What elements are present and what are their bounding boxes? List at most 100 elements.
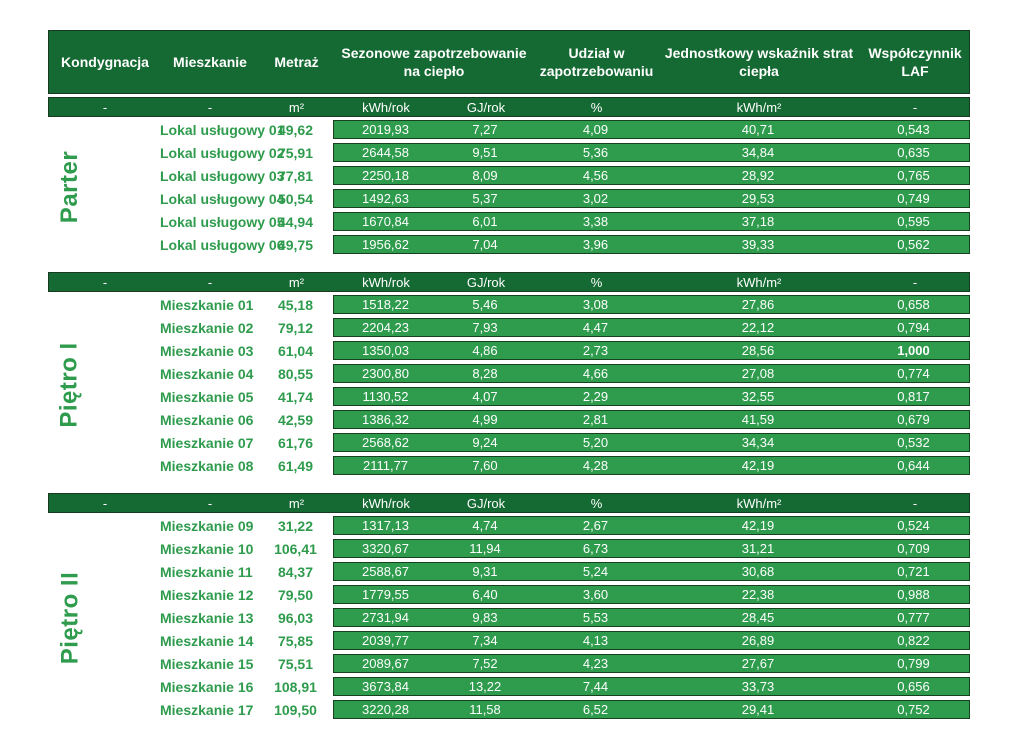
laf-coefficient-cell: 0,709 (897, 541, 930, 556)
table-row: Mieszkanie 11 84,37 2588,67 9,31 5,24 30… (48, 562, 970, 581)
table-row: Lokal usługowy 06 49,75 1956,62 7,04 3,9… (48, 235, 970, 254)
area-cell: 80,55 (277, 365, 314, 382)
table-row: Mieszkanie 04 80,55 2300,80 8,28 4,66 27… (48, 364, 970, 383)
heat-loss-index-cell: 28,45 (741, 610, 775, 625)
unit-cell: % (590, 274, 603, 290)
laf-coefficient-cell: 0,749 (897, 191, 930, 206)
kwh-per-year-cell: 1518,22 (362, 297, 409, 312)
heat-loss-index-cell: 42,19 (741, 518, 775, 533)
laf-coefficient-cell: 0,774 (897, 366, 930, 381)
row-data-bar: 2039,77 7,34 4,13 26,89 0,822 (333, 631, 970, 650)
unit-cell: - (102, 495, 108, 511)
area-cell: 61,04 (277, 342, 314, 359)
table-row: Mieszkanie 10 106,41 3320,67 11,94 6,73 … (48, 539, 970, 558)
unit-name-cell: Mieszkanie 04 (160, 365, 254, 382)
laf-coefficient-cell: 0,562 (897, 237, 930, 252)
table-row: Mieszkanie 01 45,18 1518,22 5,46 3,08 27… (48, 295, 970, 314)
row-data-bar: 1670,84 6,01 3,38 37,18 0,595 (333, 212, 970, 231)
table-row: Mieszkanie 13 96,03 2731,94 9,83 5,53 28… (48, 608, 970, 627)
gj-per-year-cell: 11,94 (469, 541, 501, 556)
gj-per-year-cell: 7,04 (472, 237, 498, 252)
heat-loss-index-cell: 29,53 (741, 191, 775, 206)
kwh-per-year-cell: 3220,28 (362, 702, 409, 717)
row-data-bar: 2019,93 7,27 4,09 40,71 0,543 (333, 120, 970, 139)
unit-cell: - (207, 274, 213, 290)
unit-cell: - (207, 495, 213, 511)
row-data-bar: 1492,63 5,37 3,02 29,53 0,749 (333, 189, 970, 208)
table-row: Lokal usługowy 02 75,91 2644,58 9,51 5,3… (48, 143, 970, 162)
row-data-bar: 1518,22 5,46 3,08 27,86 0,658 (333, 295, 970, 314)
heat-loss-index-cell: 27,08 (741, 366, 775, 381)
laf-coefficient-cell: 0,794 (897, 320, 930, 335)
laf-coefficient-cell: 0,817 (897, 389, 930, 404)
gj-per-year-cell: 9,51 (472, 145, 498, 160)
table-row: Lokal usługowy 04 50,54 1492,63 5,37 3,0… (48, 189, 970, 208)
unit-cell: - (102, 99, 108, 115)
demand-share-cell: 5,20 (582, 435, 609, 450)
header-kondygnacja: Kondygnacja (61, 53, 149, 70)
row-data-bar: 1317,13 4,74 2,67 42,19 0,524 (333, 516, 970, 535)
gj-per-year-cell: 4,86 (472, 343, 498, 358)
kwh-per-year-cell: 1130,52 (362, 389, 409, 404)
kwh-per-year-cell: 3320,67 (362, 541, 409, 556)
floor-section: - - m² kWh/rok GJ/rok % kWh/m² - Parter … (48, 97, 970, 254)
header-sezonowe-zapotrzebowanie: Sezonowe zapotrzebowanie na ciepło (341, 44, 527, 79)
area-cell: 75,51 (277, 655, 314, 672)
table-row: Mieszkanie 07 61,76 2568,62 9,24 5,20 34… (48, 433, 970, 452)
unit-cell: - (912, 274, 918, 290)
unit-name-cell: Mieszkanie 06 (160, 411, 254, 428)
laf-coefficient-cell: 0,988 (897, 587, 930, 602)
demand-share-cell: 5,53 (582, 610, 609, 625)
gj-per-year-cell: 5,37 (472, 191, 498, 206)
unit-cell: kWh/m² (736, 274, 782, 290)
kwh-per-year-cell: 2111,77 (362, 458, 409, 473)
unit-name-cell: Lokal usługowy 05 (160, 213, 285, 230)
row-data-bar: 1130,52 4,07 2,29 32,55 0,817 (333, 387, 970, 406)
laf-coefficient-cell: 1,000 (897, 343, 930, 358)
laf-coefficient-cell: 0,658 (897, 297, 930, 312)
table-row: Mieszkanie 14 75,85 2039,77 7,34 4,13 26… (48, 631, 970, 650)
gj-per-year-cell: 9,24 (472, 435, 498, 450)
row-data-bar: 1386,32 4,99 2,81 41,59 0,679 (333, 410, 970, 429)
row-data-bar: 2644,58 9,51 5,36 34,84 0,635 (333, 143, 970, 162)
unit-cell: GJ/rok (466, 99, 506, 115)
heat-loss-index-cell: 34,34 (741, 435, 775, 450)
table-row: Mieszkanie 15 75,51 2089,67 7,52 4,23 27… (48, 654, 970, 673)
unit-cell: m² (288, 99, 305, 115)
header-metraz: Metraż (274, 53, 319, 70)
table-row: Mieszkanie 08 61,49 2111,77 7,60 4,28 42… (48, 456, 970, 475)
row-data-bar: 2568,62 9,24 5,20 34,34 0,532 (333, 433, 970, 452)
unit-name-cell: Mieszkanie 09 (160, 517, 254, 534)
unit-cell: kWh/m² (736, 495, 782, 511)
kwh-per-year-cell: 2019,93 (362, 122, 409, 137)
unit-name-cell: Mieszkanie 07 (160, 434, 254, 451)
header-wspolczynnik-laf: Współczynnik LAF (868, 44, 962, 79)
heat-loss-index-cell: 42,19 (741, 458, 775, 473)
row-data-bar: 1956,62 7,04 3,96 39,33 0,562 (333, 235, 970, 254)
laf-coefficient-cell: 0,543 (897, 122, 930, 137)
heat-loss-index-cell: 29,41 (741, 702, 775, 717)
gj-per-year-cell: 4,74 (472, 518, 498, 533)
demand-share-cell: 4,28 (582, 458, 609, 473)
area-cell: 79,12 (277, 319, 314, 336)
demand-share-cell: 4,56 (582, 168, 609, 183)
kwh-per-year-cell: 2089,67 (362, 656, 409, 671)
table-row: Lokal usługowy 01 49,62 2019,93 7,27 4,0… (48, 120, 970, 139)
heat-loss-index-cell: 28,56 (741, 343, 775, 358)
row-data-bar: 2588,67 9,31 5,24 30,68 0,721 (333, 562, 970, 581)
table-body: - - m² kWh/rok GJ/rok % kWh/m² - Parter … (48, 97, 970, 719)
unit-name-cell: Mieszkanie 14 (160, 632, 254, 649)
units-row: - - m² kWh/rok GJ/rok % kWh/m² - (48, 493, 970, 513)
area-cell: 75,85 (277, 632, 314, 649)
header-udzial: Udział w zapotrzebowaniu (539, 44, 654, 79)
laf-coefficient-cell: 0,679 (897, 412, 930, 427)
kwh-per-year-cell: 2300,80 (362, 366, 409, 381)
unit-name-cell: Lokal usługowy 03 (160, 167, 285, 184)
demand-share-cell: 6,52 (582, 702, 609, 717)
row-data-bar: 1350,03 4,86 2,73 28,56 1,000 (333, 341, 970, 360)
laf-coefficient-cell: 0,644 (897, 458, 930, 473)
unit-cell: - (912, 99, 918, 115)
table-header: Kondygnacja Mieszkanie Metraż Sezonowe z… (48, 30, 970, 94)
kwh-per-year-cell: 1670,84 (362, 214, 409, 229)
unit-name-cell: Mieszkanie 11 (160, 563, 253, 580)
